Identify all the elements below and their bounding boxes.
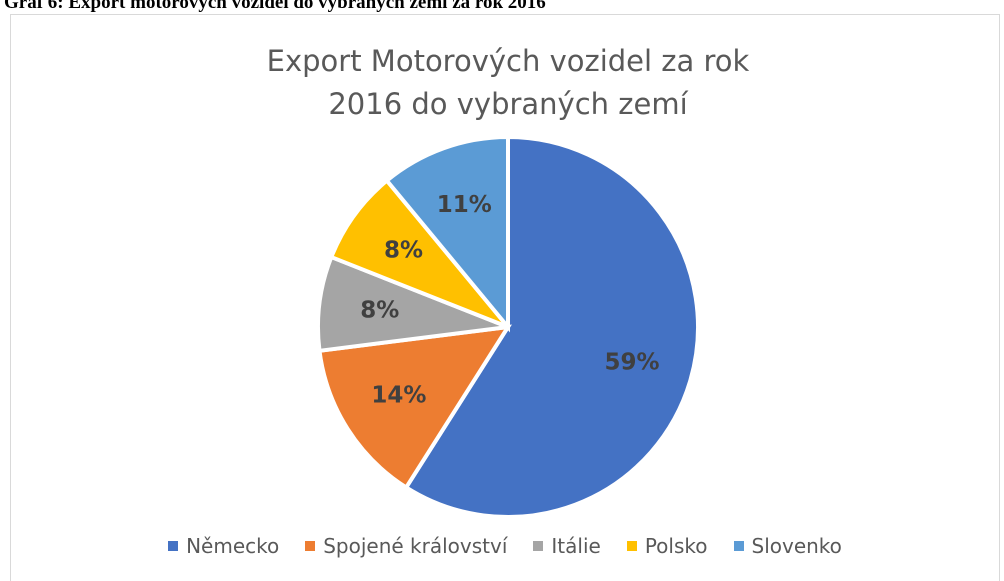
data-label: 14%	[371, 383, 426, 409]
legend-item: Spojené království	[305, 534, 507, 558]
pie-slice	[384, 134, 510, 333]
legend: Německo Spojené království Itálie Polsko Slo…	[10, 534, 1000, 558]
legend-label: Spojené království	[323, 534, 508, 558]
legend-swatch	[168, 541, 179, 551]
legend-swatch	[533, 541, 544, 551]
legend-swatch	[733, 541, 744, 551]
chart-frame	[10, 14, 1000, 581]
legend-item: Slovenko	[733, 534, 842, 558]
legend-item: Polsko	[626, 534, 708, 558]
data-label: 8%	[360, 297, 399, 323]
legend-swatch	[626, 541, 637, 551]
data-label: 59%	[605, 350, 660, 376]
data-label: 8%	[384, 238, 423, 264]
legend-item: Itálie	[533, 534, 601, 558]
legend-swatch	[305, 541, 316, 551]
legend-label: Německo	[186, 534, 280, 558]
legend-label: Itálie	[551, 534, 601, 558]
chart-title: Export Motorových vozidel za rok 2016 do…	[266, 44, 750, 121]
legend-item: Německo	[168, 534, 279, 558]
legend-label: Polsko	[644, 534, 708, 558]
pie-slice	[317, 324, 512, 491]
caption: Graf 6: Export motorových vozidel do vyb…	[4, 0, 546, 13]
data-label: 11%	[437, 192, 492, 218]
pie-slice	[403, 134, 700, 519]
legend-label: Slovenko	[751, 534, 842, 558]
